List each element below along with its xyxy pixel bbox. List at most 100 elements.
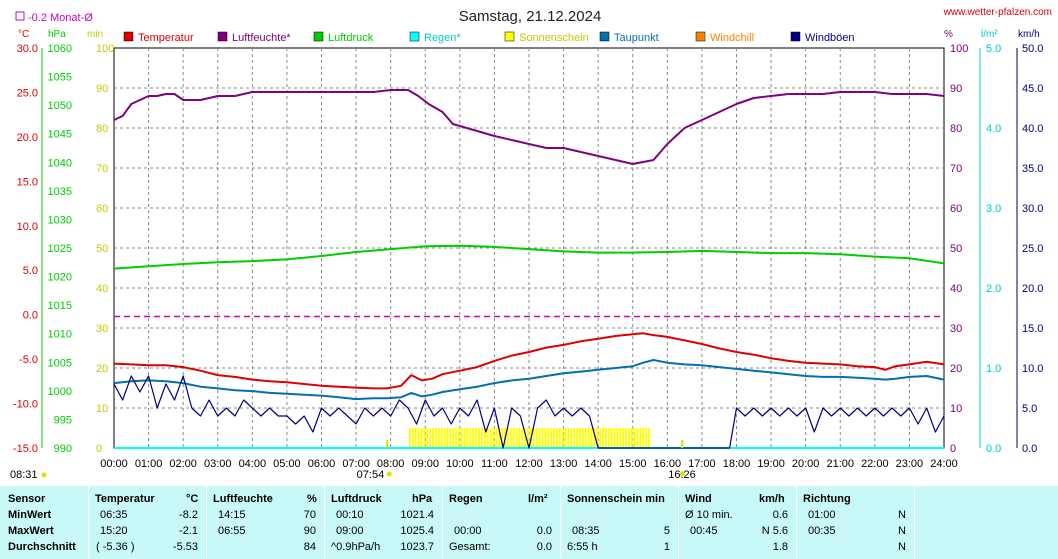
y-axes: 30.0 25.0 20.0 15.0 10.0 5.0 0.0 -5.0 -10.0 -15.0… bbox=[13, 43, 1044, 455]
sunshine-bar bbox=[602, 428, 604, 448]
x-tick-label: 10:00 bbox=[446, 458, 474, 470]
temp-tick-label: 20.0 bbox=[17, 132, 38, 144]
legend-swatch bbox=[599, 31, 610, 42]
legend-label: Regen* bbox=[424, 32, 461, 44]
legend-label: Luftdruck bbox=[328, 32, 374, 44]
pressure-tick-label: 1040 bbox=[48, 157, 72, 169]
sunshine-bar bbox=[622, 428, 625, 448]
sunshine-bar bbox=[481, 428, 483, 448]
temp-value: -5.53 bbox=[172, 541, 198, 553]
pres-value: 1021.4 bbox=[400, 509, 434, 521]
pressure-tick-label: 1060 bbox=[48, 43, 72, 55]
temp-time: ( -5.36 ) bbox=[96, 541, 135, 553]
sunshine-bar bbox=[625, 428, 627, 448]
pres-time: ^0.9hPa/h bbox=[331, 541, 381, 553]
sunshine-bar bbox=[452, 428, 455, 448]
sunshine-bar bbox=[506, 428, 509, 448]
pressure-tick-label: 1010 bbox=[48, 329, 72, 341]
temp-value: -2.1 bbox=[179, 525, 198, 537]
x-tick-label: 11:00 bbox=[481, 458, 508, 470]
series-taupunkt bbox=[113, 359, 945, 401]
x-tick-label: 08:00 bbox=[377, 458, 405, 470]
x-tick-label: 22:00 bbox=[861, 458, 889, 470]
temp-tick-label: 30.0 bbox=[17, 43, 38, 55]
x-tick-label: 23:00 bbox=[896, 458, 924, 470]
wind-tick-label: 5.0 bbox=[1022, 403, 1037, 415]
sun-icon bbox=[386, 471, 392, 477]
wind-tick-label: 30.0 bbox=[1022, 203, 1043, 215]
x-tick-label: 13:00 bbox=[550, 458, 578, 470]
sunshine-bar bbox=[564, 428, 567, 448]
sunshine-bar bbox=[492, 428, 495, 448]
header-richtung: Richtung bbox=[803, 493, 851, 505]
wind-value: N 5.6 bbox=[761, 525, 788, 537]
legend-swatch bbox=[313, 31, 324, 42]
temp-tick-label: 5.0 bbox=[23, 265, 38, 277]
rain-axis-unit: l/m² bbox=[981, 29, 998, 40]
pressure-tick-label: 990 bbox=[54, 443, 72, 455]
legend-label: Temperatur bbox=[138, 32, 194, 44]
pres-time: 00:10 bbox=[336, 509, 364, 521]
dir-value: N bbox=[898, 541, 906, 553]
dir-value: N bbox=[898, 509, 906, 521]
wind-tick-label: 25.0 bbox=[1022, 243, 1043, 255]
sunshine-bar bbox=[587, 428, 590, 448]
legend-swatch bbox=[790, 31, 801, 42]
hum-value: 84 bbox=[303, 541, 316, 553]
sunshine-bar bbox=[576, 428, 578, 448]
sunshine-bar bbox=[429, 428, 432, 448]
rain-time: Gesamt: bbox=[449, 541, 491, 553]
legend: Temperatur Luftfeuchte* Luftdruck Regen* Son… bbox=[123, 31, 855, 44]
hum-time: 06:55 bbox=[218, 525, 246, 537]
humidity-tick-label: 60 bbox=[950, 203, 962, 215]
sunshine-bar bbox=[596, 428, 599, 448]
sunshine-bar bbox=[578, 428, 581, 448]
temp-time: 15:20 bbox=[100, 525, 128, 537]
sunshine-bar bbox=[593, 428, 596, 448]
sun-value: 1 bbox=[663, 541, 670, 553]
pressure-tick-label: 1050 bbox=[48, 100, 72, 112]
sunshine-bar bbox=[590, 428, 593, 448]
sunshine-bar bbox=[518, 428, 521, 448]
humidity-tick-label: 80 bbox=[950, 123, 962, 135]
sunshine-bar bbox=[630, 428, 633, 448]
legend-label: Windchill bbox=[710, 32, 754, 44]
sunshine-bar bbox=[437, 428, 440, 448]
sun-tick-label: 100 bbox=[96, 43, 114, 55]
sunshine-bar bbox=[486, 428, 489, 448]
sunshine-bar bbox=[509, 428, 512, 448]
sun-tick-label: 80 bbox=[96, 123, 108, 135]
sunshine-bar bbox=[524, 428, 527, 448]
sunshine-bar bbox=[633, 428, 636, 448]
sunshine-bar bbox=[472, 428, 475, 448]
wind-tick-label: 50.0 bbox=[1022, 43, 1043, 55]
header-luftfeuchte: Luftfeuchte bbox=[213, 493, 273, 505]
wind-tick-label: 45.0 bbox=[1022, 83, 1043, 95]
source-link[interactable]: www.wetter-pfalzen.com bbox=[943, 7, 1052, 18]
x-tick-label: 24:00 bbox=[930, 458, 958, 470]
sun-tick-label: 20 bbox=[96, 363, 108, 375]
sun-value: 5 bbox=[663, 525, 670, 537]
sunshine-bar bbox=[469, 428, 472, 448]
sun-markers: 07:5416:2608:31 bbox=[10, 440, 696, 481]
humidity-axis-unit: % bbox=[944, 29, 953, 40]
header-wind-unit: km/h bbox=[759, 493, 785, 505]
legend-label: Sonnenschein bbox=[519, 32, 589, 44]
header-luftdruck: Luftdruck bbox=[331, 493, 382, 505]
pressure-tick-label: 1055 bbox=[48, 72, 72, 84]
x-tick-label: 20:00 bbox=[792, 458, 820, 470]
sunshine-bar bbox=[495, 428, 498, 448]
x-tick-label: 15:00 bbox=[619, 458, 647, 470]
series-lines bbox=[113, 89, 945, 449]
temp-tick-label: 25.0 bbox=[17, 87, 38, 99]
stats-row-max: MaxWert 15:20 -2.1 06:55 90 09:00 1025.4… bbox=[0, 523, 1058, 539]
x-tick-label: 00:00 bbox=[100, 458, 128, 470]
humidity-tick-label: 20 bbox=[950, 363, 962, 375]
sunshine-bar bbox=[426, 428, 429, 448]
row-label: MaxWert bbox=[8, 525, 54, 537]
legend-label: Windböen bbox=[805, 32, 855, 44]
wind-value: 0.6 bbox=[772, 509, 788, 521]
sunshine-bar bbox=[434, 428, 437, 448]
header-sensor: Sensor bbox=[8, 493, 46, 505]
sunshine-bar bbox=[475, 428, 478, 448]
